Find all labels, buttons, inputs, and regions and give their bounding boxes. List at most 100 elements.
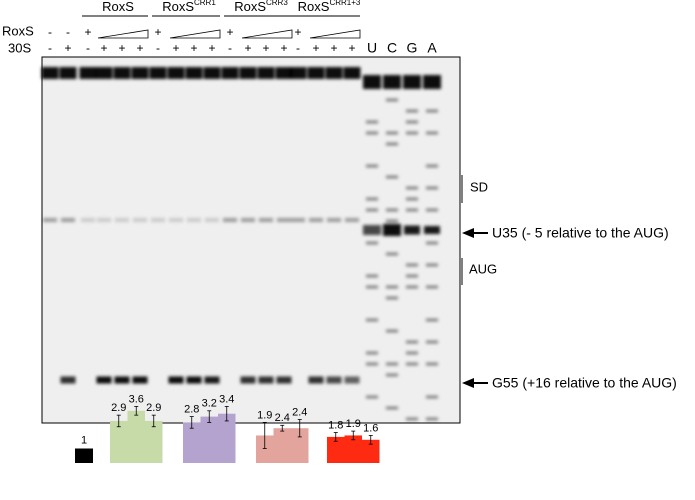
band (151, 218, 165, 222)
band (386, 285, 398, 289)
band (366, 395, 378, 399)
band (406, 285, 418, 289)
band (149, 67, 167, 79)
band (345, 218, 359, 222)
band (132, 376, 148, 384)
band (366, 164, 378, 168)
band (221, 67, 239, 79)
bar (291, 428, 309, 463)
u35-label: U35 (- 5 relative to the AUG) (492, 225, 669, 241)
band (426, 131, 438, 135)
group-header: RoxSCRR1 (162, 0, 216, 14)
band (307, 67, 325, 79)
band (275, 67, 293, 79)
lane-sign: + (172, 41, 179, 55)
band (223, 218, 237, 222)
band (386, 373, 398, 377)
band (386, 142, 398, 146)
band (424, 226, 440, 234)
ladder-label: U (367, 40, 377, 56)
wedge (97, 29, 149, 39)
band (386, 362, 398, 366)
band (426, 340, 438, 344)
group-sup: CRR3 (266, 0, 288, 7)
band (276, 376, 292, 384)
band (426, 109, 438, 113)
sd-label: SD (470, 179, 488, 194)
value-label: 1.6 (363, 422, 378, 434)
band (344, 376, 360, 384)
band (406, 186, 418, 190)
bar (183, 422, 201, 463)
band (406, 197, 418, 201)
band (240, 376, 256, 384)
band (113, 67, 131, 79)
band (96, 376, 112, 384)
band (187, 218, 201, 222)
group-name: RoxS (162, 0, 194, 14)
band (386, 208, 398, 212)
band (386, 219, 398, 223)
row-label: 30S (8, 40, 31, 55)
arrow-head (462, 378, 474, 388)
band (79, 67, 97, 79)
band (386, 252, 398, 256)
bar (273, 428, 291, 463)
lane-sign: + (244, 41, 251, 55)
band (60, 376, 76, 384)
band (309, 218, 323, 222)
band (257, 67, 275, 79)
band (366, 362, 378, 366)
band (406, 274, 418, 278)
band (308, 376, 324, 384)
band (133, 218, 147, 222)
band (366, 318, 378, 322)
band (59, 67, 77, 79)
band (426, 318, 438, 322)
band (426, 208, 438, 212)
lane-sign: + (262, 41, 269, 55)
band (366, 274, 378, 278)
bar (327, 436, 345, 463)
lane-sign: + (190, 41, 197, 55)
band (291, 218, 305, 222)
bar (110, 420, 128, 463)
band (383, 224, 401, 236)
lane-sign: + (100, 41, 107, 55)
lane-sign: + (312, 41, 319, 55)
band (115, 218, 129, 222)
band (403, 75, 421, 89)
value-label: 1.8 (328, 419, 343, 431)
value-label: 1 (81, 434, 87, 446)
band (366, 197, 378, 201)
ladder-label: G (407, 40, 418, 56)
wedge (169, 29, 221, 39)
band (386, 406, 398, 410)
band (167, 67, 185, 79)
band (204, 376, 220, 384)
value-label: 2.9 (111, 402, 126, 414)
lane-sign: + (226, 25, 233, 39)
group-name: RoxS (102, 0, 134, 14)
band (95, 67, 113, 79)
band (343, 67, 361, 79)
band (426, 285, 438, 289)
band (386, 296, 398, 300)
lane-sign: + (154, 25, 161, 39)
lane-sign: + (330, 41, 337, 55)
band (327, 218, 341, 222)
group-sup: CRR1 (194, 0, 216, 7)
band (426, 395, 438, 399)
band (186, 376, 202, 384)
bar (127, 410, 145, 463)
band (426, 263, 438, 267)
band (168, 376, 184, 384)
aug-label: AUG (469, 261, 497, 276)
band (41, 67, 59, 79)
value-label: 2.8 (184, 404, 199, 416)
lane-sign: + (84, 25, 91, 39)
value-label: 3.6 (129, 393, 144, 405)
bar (362, 439, 380, 463)
bar (200, 416, 218, 463)
band (366, 120, 378, 124)
